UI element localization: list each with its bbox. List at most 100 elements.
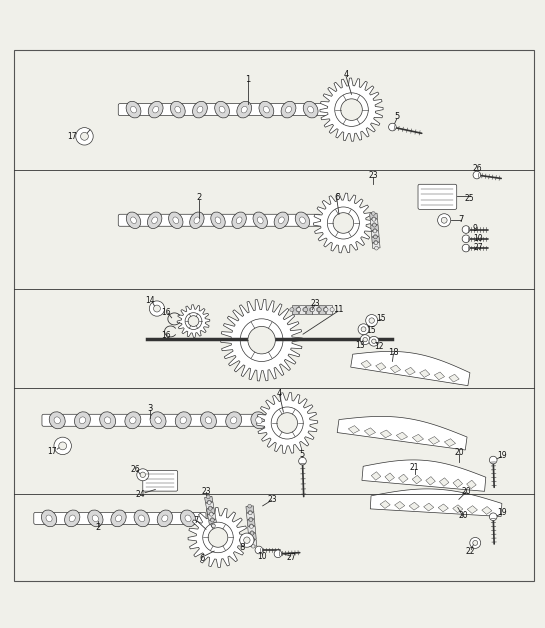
Circle shape: [209, 512, 213, 516]
Circle shape: [203, 522, 233, 553]
Polygon shape: [306, 305, 312, 314]
Polygon shape: [409, 502, 419, 510]
Polygon shape: [348, 426, 360, 433]
Text: 23: 23: [201, 487, 211, 495]
Circle shape: [249, 518, 253, 522]
Circle shape: [271, 407, 303, 439]
Ellipse shape: [281, 101, 296, 118]
Circle shape: [188, 316, 199, 327]
Ellipse shape: [236, 217, 242, 224]
Circle shape: [489, 513, 497, 521]
Circle shape: [251, 544, 255, 548]
Ellipse shape: [49, 412, 65, 429]
Polygon shape: [396, 432, 408, 440]
Text: 9: 9: [473, 224, 477, 233]
Circle shape: [373, 235, 377, 239]
Ellipse shape: [148, 101, 163, 118]
Circle shape: [360, 335, 370, 345]
Ellipse shape: [253, 212, 268, 229]
Circle shape: [489, 457, 497, 464]
Ellipse shape: [92, 515, 99, 522]
Circle shape: [304, 308, 307, 311]
Ellipse shape: [308, 106, 313, 113]
Ellipse shape: [131, 106, 136, 113]
Polygon shape: [395, 501, 405, 509]
Ellipse shape: [257, 217, 263, 224]
FancyBboxPatch shape: [418, 184, 457, 209]
Circle shape: [374, 241, 378, 245]
Ellipse shape: [219, 106, 225, 113]
Text: 26: 26: [130, 465, 140, 474]
Polygon shape: [380, 430, 391, 438]
Circle shape: [369, 318, 374, 323]
Circle shape: [210, 518, 214, 522]
Circle shape: [210, 517, 214, 521]
Text: 27: 27: [287, 553, 296, 562]
Circle shape: [137, 468, 149, 481]
Polygon shape: [376, 363, 386, 371]
Polygon shape: [313, 193, 373, 253]
Ellipse shape: [155, 417, 161, 424]
Ellipse shape: [171, 101, 185, 118]
Polygon shape: [351, 352, 470, 386]
Polygon shape: [320, 78, 383, 141]
Circle shape: [369, 337, 379, 346]
Polygon shape: [364, 428, 376, 436]
Circle shape: [244, 537, 250, 543]
Ellipse shape: [205, 417, 211, 424]
Text: 23: 23: [368, 171, 378, 180]
Ellipse shape: [126, 212, 141, 229]
Polygon shape: [177, 305, 210, 337]
Circle shape: [361, 327, 366, 332]
Circle shape: [250, 524, 253, 528]
Polygon shape: [423, 503, 434, 511]
Text: 21: 21: [409, 463, 419, 472]
Ellipse shape: [197, 106, 203, 113]
Polygon shape: [439, 478, 449, 486]
Polygon shape: [362, 460, 486, 491]
Polygon shape: [208, 514, 216, 520]
Text: 1: 1: [245, 75, 251, 84]
Ellipse shape: [125, 412, 141, 429]
Circle shape: [372, 217, 376, 220]
Ellipse shape: [180, 510, 196, 527]
Text: 17: 17: [47, 447, 57, 456]
Ellipse shape: [173, 217, 179, 224]
Ellipse shape: [185, 515, 191, 522]
Circle shape: [296, 308, 301, 311]
Ellipse shape: [180, 417, 186, 424]
Circle shape: [462, 225, 470, 234]
Text: 10: 10: [257, 552, 267, 561]
Circle shape: [208, 506, 212, 510]
Polygon shape: [312, 305, 318, 314]
Ellipse shape: [54, 417, 60, 424]
Circle shape: [249, 511, 252, 514]
Circle shape: [249, 511, 252, 515]
Ellipse shape: [131, 217, 136, 224]
Text: 6: 6: [334, 193, 340, 202]
Polygon shape: [405, 367, 415, 375]
Circle shape: [54, 437, 71, 455]
FancyBboxPatch shape: [34, 512, 206, 524]
Circle shape: [330, 308, 334, 311]
Circle shape: [59, 442, 66, 450]
Text: 7: 7: [458, 215, 463, 224]
Circle shape: [296, 308, 300, 311]
Ellipse shape: [232, 212, 246, 229]
Text: 22: 22: [465, 546, 475, 556]
Polygon shape: [372, 242, 380, 249]
Circle shape: [240, 319, 283, 362]
Polygon shape: [337, 416, 467, 450]
Text: 26: 26: [472, 164, 482, 173]
Circle shape: [251, 538, 255, 542]
Circle shape: [441, 217, 447, 223]
Ellipse shape: [215, 101, 229, 118]
Text: 24: 24: [136, 490, 146, 499]
Circle shape: [363, 337, 367, 342]
Ellipse shape: [259, 101, 274, 118]
Polygon shape: [413, 435, 423, 442]
Circle shape: [324, 308, 328, 311]
Polygon shape: [246, 506, 254, 512]
Ellipse shape: [41, 510, 57, 527]
Text: 16: 16: [161, 308, 171, 317]
